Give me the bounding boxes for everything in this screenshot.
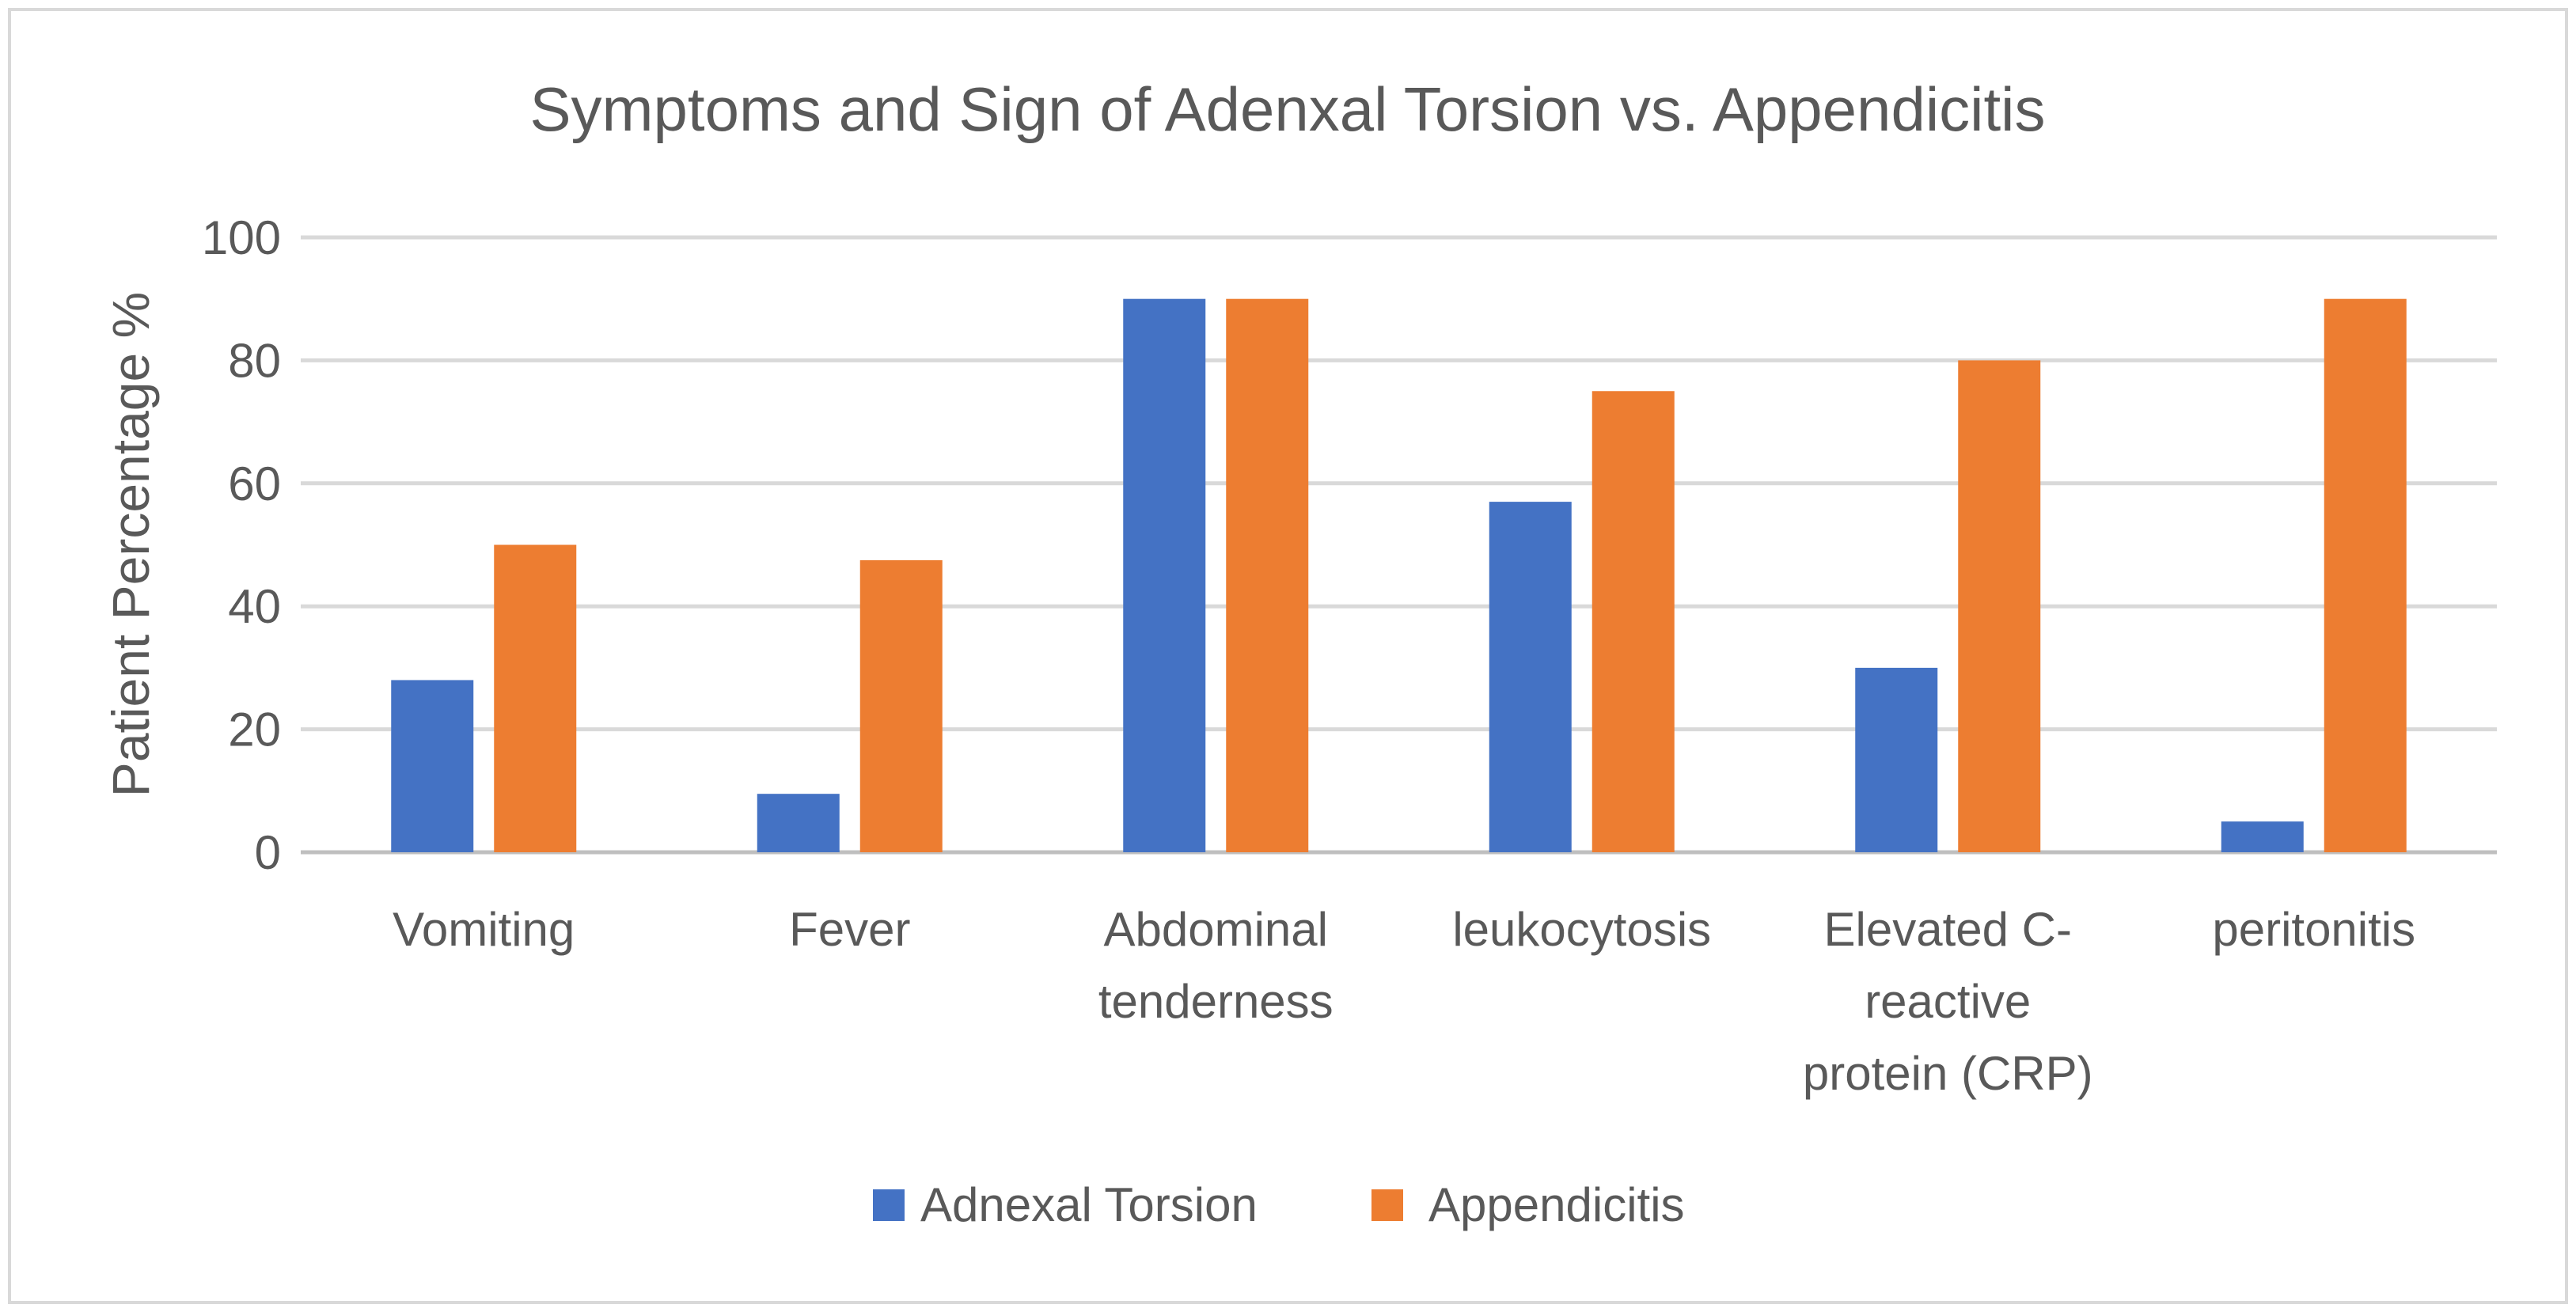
x-category-label-line: leukocytosis — [1452, 903, 1711, 956]
x-category-label-line: protein (CRP) — [1803, 1047, 2093, 1100]
legend-label: Adnexal Torsion — [920, 1178, 1258, 1231]
y-axis-label: Patient Percentage % — [101, 292, 160, 797]
x-category-label-line: reactive — [1865, 975, 2031, 1028]
bar-appendicitis — [1592, 391, 1675, 852]
y-tick-label: 20 — [228, 703, 281, 756]
bar-appendicitis — [494, 544, 577, 852]
bars — [391, 298, 2407, 852]
x-category-label: Vomiting — [393, 903, 575, 956]
bar-adnexal-torsion — [757, 794, 840, 852]
bar-appendicitis — [1226, 298, 1309, 852]
x-category-label: Elevated C-reactive protein (CRP) — [1803, 903, 2093, 1100]
bar-appendicitis — [1958, 360, 2041, 852]
bar-appendicitis — [2324, 298, 2407, 852]
x-category-label-line: Elevated C- — [1824, 903, 2072, 956]
x-category-label-line: Vomiting — [393, 903, 575, 956]
x-category-label-line: Fever — [789, 903, 910, 956]
bar-adnexal-torsion — [1123, 298, 1206, 852]
legend: Adnexal Torsion Appendicitis — [873, 1178, 1685, 1231]
legend-swatch — [1371, 1189, 1403, 1221]
legend-label: Appendicitis — [1428, 1178, 1685, 1231]
x-category-labels: Vomiting Fever Abdominal tenderness leukocyt… — [393, 903, 2415, 1100]
x-category-label-line: tenderness — [1098, 975, 1334, 1028]
x-category-label: Fever — [789, 903, 910, 956]
bar-appendicitis — [859, 559, 943, 852]
bar-adnexal-torsion — [1489, 502, 1572, 852]
legend-swatch — [873, 1189, 905, 1221]
x-category-label: leukocytosis — [1452, 903, 1711, 956]
x-category-label-line: Abdominal — [1103, 903, 1328, 956]
y-tick-label: 0 — [255, 826, 281, 879]
y-tick-label: 80 — [228, 334, 281, 387]
chart-title: Symptoms and Sign of Adenxal Torsion vs.… — [530, 74, 2046, 144]
bar-adnexal-torsion — [391, 680, 474, 852]
y-tick-label: 60 — [228, 457, 281, 510]
bar-adnexal-torsion — [2221, 821, 2304, 852]
x-category-label: Abdominal tenderness — [1098, 903, 1334, 1028]
y-tick-label: 40 — [228, 580, 281, 633]
x-category-label: peritonitis — [2212, 903, 2415, 956]
gridlines — [301, 235, 2497, 855]
bar-adnexal-torsion — [1855, 667, 1938, 852]
y-tick-labels: 0 20 40 60 80 100 — [202, 211, 281, 879]
y-tick-label: 100 — [202, 211, 281, 264]
x-category-label-line: peritonitis — [2212, 903, 2415, 956]
